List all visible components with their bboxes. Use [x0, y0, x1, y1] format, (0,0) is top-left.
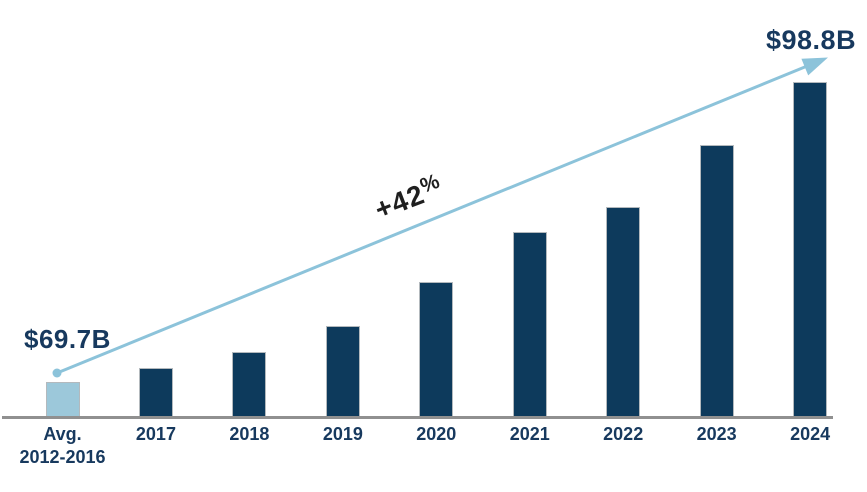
arrow-line: [56, 65, 807, 375]
start-value-label: $69.7B: [24, 324, 111, 354]
bar-2018: [232, 352, 267, 417]
end-value-label: $98.8B: [766, 25, 857, 55]
x-tick-label-2021: 2021: [509, 424, 550, 444]
x-tick-label-2018: 2018: [229, 424, 270, 444]
bar-2022: [606, 207, 641, 417]
arrow-head-icon: [801, 57, 828, 76]
bar-2024: [793, 82, 828, 417]
bar-avg-2012-2016: [45, 382, 80, 417]
x-tick-label-2020: 2020: [416, 424, 457, 444]
bar-2017: [138, 368, 173, 417]
x-tick-label-avg-2012-2016: Avg. 2012-2016: [19, 424, 106, 467]
x-tick-label-2023: 2023: [696, 424, 737, 444]
bar-2019: [325, 326, 360, 417]
bar-2023: [699, 145, 734, 417]
x-tick-label-2024: 2024: [790, 424, 831, 444]
bar-2021: [512, 232, 547, 417]
bar-2020: [419, 282, 454, 417]
x-tick-label-2022: 2022: [603, 424, 644, 444]
x-axis-line: [2, 416, 833, 419]
x-tick-label-2019: 2019: [322, 424, 363, 444]
x-tick-label-2017: 2017: [135, 424, 176, 444]
